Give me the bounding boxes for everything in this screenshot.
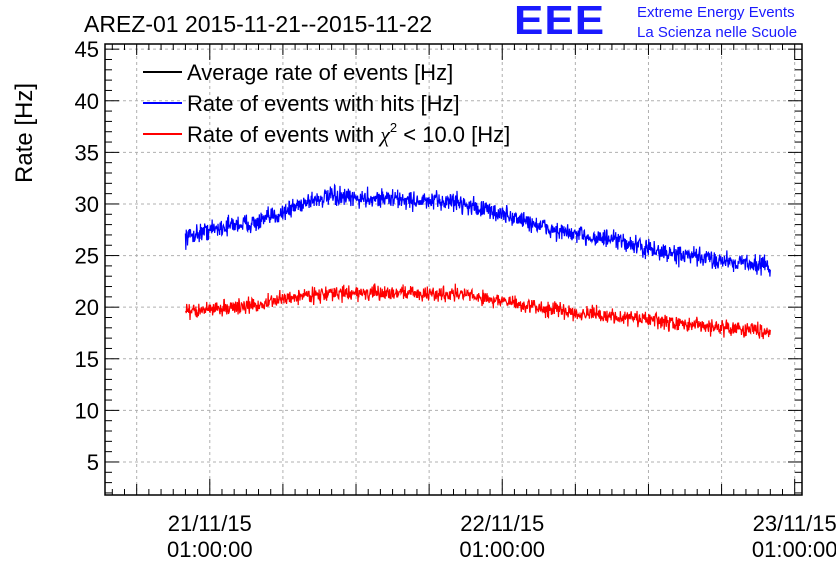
legend-label-chi2: Rate of events with χ2 < 10.0 [Hz] (187, 120, 510, 147)
legend-label-hits: Rate of events with hits [Hz] (187, 91, 460, 116)
legend: Average rate of events [Hz] Rate of even… (143, 60, 510, 147)
y-tick-label: 30 (75, 192, 99, 217)
chart-title: AREZ-01 2015-11-21--2015-11-22 (84, 11, 432, 37)
y-tick-label: 10 (75, 398, 99, 423)
x-tick-label-time: 01:00:00 (459, 537, 545, 562)
x-tick-label-date: 21/11/15 (168, 511, 252, 536)
y-tick-label: 5 (87, 450, 99, 475)
y-tick-label: 40 (75, 89, 99, 114)
axis-labels: 5101520253035404521/11/1501:00:0022/11/1… (75, 37, 836, 562)
series-layer (184, 183, 771, 340)
logo-line-2: La Scienza nelle Scuole (637, 24, 798, 41)
x-tick-label-date: 22/11/15 (460, 511, 544, 536)
x-tick-label-date: 23/11/15 (753, 511, 836, 536)
series-line-2 (184, 283, 771, 340)
y-axis-label: Rate [Hz] (11, 83, 38, 183)
eee-logo: EEE (514, 0, 606, 44)
y-tick-label: 25 (75, 244, 99, 269)
x-tick-label-time: 01:00:00 (167, 537, 253, 562)
y-tick-label: 15 (75, 347, 99, 372)
logo-line-1: Extreme Energy Events (637, 4, 795, 21)
series-line-1 (184, 183, 771, 277)
axis-ticks (105, 44, 802, 495)
x-tick-label-time: 01:00:00 (752, 537, 836, 562)
y-tick-label: 45 (75, 37, 99, 62)
y-tick-label: 20 (75, 295, 99, 320)
y-tick-label: 35 (75, 140, 99, 165)
legend-label-average: Average rate of events [Hz] (187, 60, 453, 85)
